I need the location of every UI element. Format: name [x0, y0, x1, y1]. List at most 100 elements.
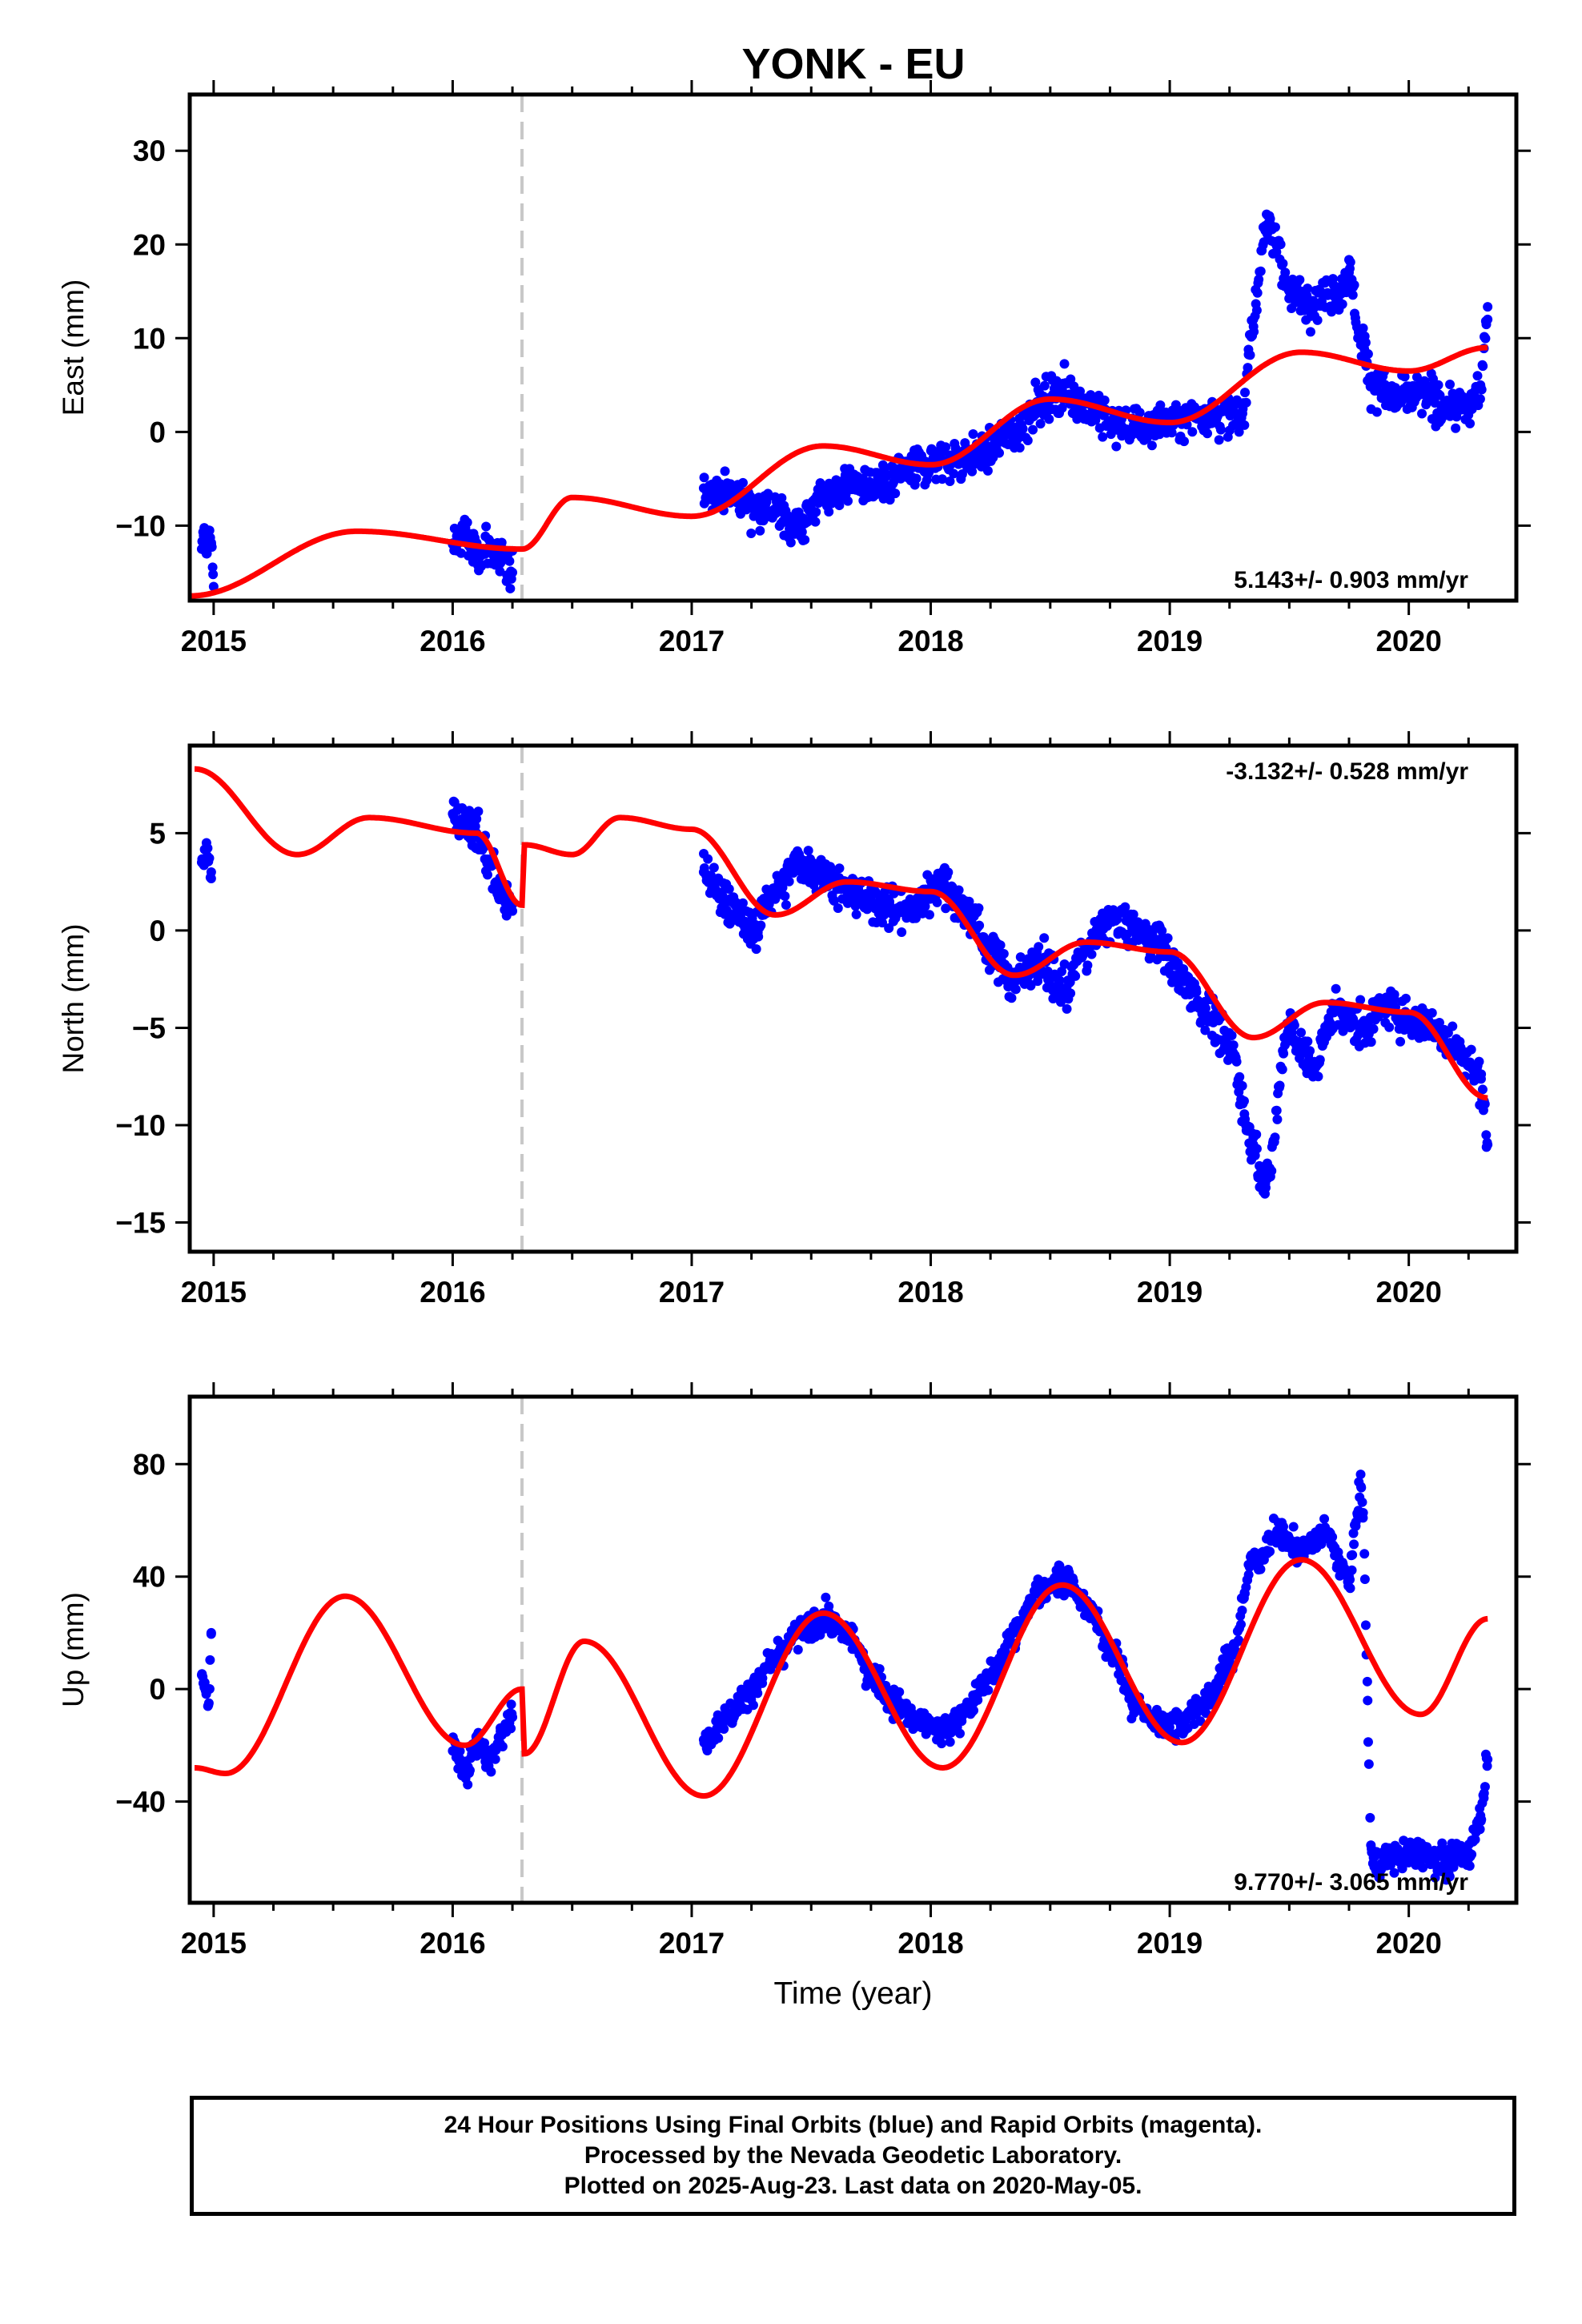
data-point — [894, 1687, 905, 1697]
data-point — [506, 1699, 516, 1710]
data-point — [1478, 361, 1488, 372]
data-point — [751, 944, 761, 955]
data-point — [1034, 942, 1044, 952]
data-point — [995, 940, 1006, 951]
data-point — [937, 1739, 947, 1749]
data-point — [833, 903, 843, 913]
data-point — [1401, 993, 1411, 1003]
data-point — [1191, 987, 1202, 997]
data-point — [1357, 1497, 1367, 1507]
data-point — [1445, 380, 1456, 390]
data-point — [1358, 1508, 1368, 1518]
data-point — [1480, 1099, 1490, 1109]
data-point — [507, 1708, 517, 1719]
data-point — [1466, 1044, 1476, 1055]
data-point — [1255, 1564, 1266, 1574]
data-point — [1288, 1522, 1299, 1532]
data-point — [456, 548, 466, 558]
data-point — [1481, 320, 1492, 330]
data-point — [709, 862, 719, 873]
data-point — [1267, 1166, 1277, 1176]
data-point — [924, 910, 934, 920]
data-point — [1464, 1860, 1475, 1871]
data-point — [1480, 333, 1491, 344]
data-point — [1347, 1565, 1357, 1575]
data-point — [755, 525, 765, 536]
data-point — [1086, 949, 1097, 959]
data-point — [1395, 1036, 1406, 1047]
data-point — [780, 891, 790, 901]
data-point — [1467, 1849, 1477, 1860]
data-point — [1111, 441, 1122, 452]
y-tick-label: 5 — [149, 817, 166, 850]
data-point — [811, 507, 821, 517]
data-point — [1054, 975, 1065, 986]
data-point — [481, 521, 492, 532]
data-point — [1134, 408, 1145, 418]
data-point — [969, 1705, 979, 1715]
data-point — [203, 1700, 214, 1711]
data-point — [1368, 1023, 1379, 1034]
data-point — [1366, 1037, 1376, 1047]
data-point — [1360, 1620, 1371, 1630]
data-point — [1481, 1130, 1492, 1140]
y-axis-label: North (mm) — [57, 923, 90, 1073]
data-point — [994, 448, 1004, 458]
data-point — [753, 931, 764, 942]
data-point — [1259, 237, 1269, 247]
y-tick-label: 0 — [149, 915, 166, 947]
data-point — [1373, 1011, 1383, 1022]
points-north — [196, 796, 1493, 1199]
data-point — [482, 870, 492, 880]
data-point — [713, 1733, 724, 1743]
data-point — [943, 867, 954, 878]
data-point — [1057, 403, 1067, 413]
data-point — [1363, 1737, 1373, 1747]
data-point — [1112, 914, 1122, 924]
data-point — [834, 863, 845, 874]
data-point — [1358, 323, 1368, 333]
y-tick-label: −5 — [132, 1011, 166, 1044]
data-point — [1345, 257, 1355, 267]
caption-line-1: 24 Hour Positions Using Final Orbits (bl… — [444, 2112, 1263, 2138]
data-point — [1303, 283, 1313, 294]
data-point — [954, 885, 964, 895]
data-point — [1039, 380, 1050, 391]
data-point — [497, 1741, 508, 1751]
data-point — [1363, 349, 1373, 360]
data-point — [1243, 363, 1253, 373]
data-point — [1480, 1782, 1490, 1792]
data-point — [504, 556, 515, 566]
data-point — [495, 566, 505, 577]
x-tick-label: 2018 — [897, 1927, 963, 1960]
data-point — [1275, 1080, 1285, 1091]
data-point — [1200, 1025, 1211, 1035]
data-point — [204, 1684, 215, 1695]
rate-label: 5.143+/- 0.903 mm/yr — [1234, 567, 1468, 593]
data-point — [964, 896, 974, 907]
data-point — [746, 529, 757, 539]
data-point — [1251, 305, 1262, 316]
data-point — [757, 1673, 768, 1683]
data-point — [1481, 1753, 1492, 1763]
data-point — [1347, 1550, 1358, 1560]
data-point — [1026, 980, 1036, 991]
data-point — [473, 806, 484, 817]
data-point — [1475, 394, 1485, 404]
data-point — [1082, 960, 1093, 971]
data-point — [1235, 1072, 1245, 1082]
data-point — [1164, 1722, 1174, 1732]
data-point — [1015, 952, 1026, 963]
data-point — [208, 581, 219, 592]
data-point — [1434, 1017, 1444, 1027]
data-point — [1359, 1574, 1370, 1585]
data-point — [920, 901, 930, 911]
data-point — [777, 493, 787, 503]
data-point — [724, 884, 734, 895]
data-point — [941, 903, 951, 914]
data-point — [207, 541, 217, 552]
data-point — [983, 1685, 994, 1695]
data-point — [719, 1724, 729, 1735]
data-point — [699, 472, 709, 483]
data-point — [945, 1737, 955, 1747]
